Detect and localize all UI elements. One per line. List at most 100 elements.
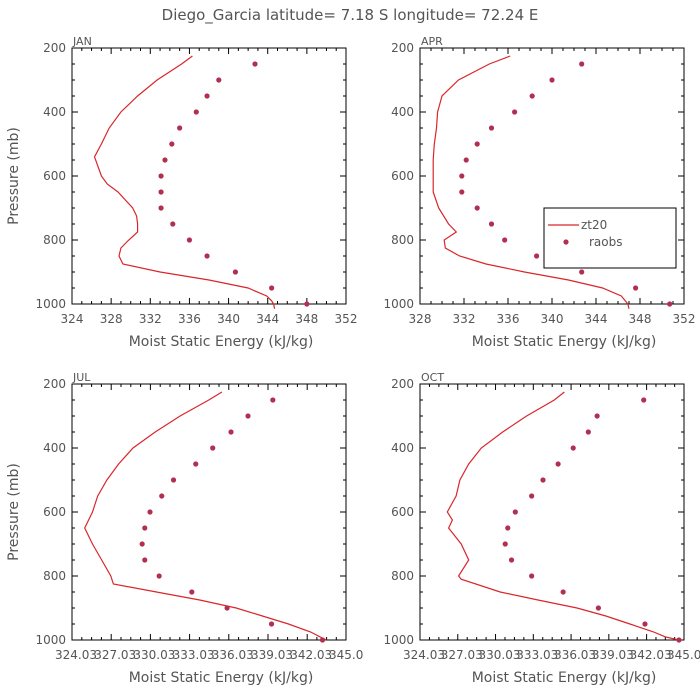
x-tick-label: 330.03 xyxy=(479,648,521,662)
x-tick-label: 345.0 xyxy=(667,648,700,662)
panel-jul: 200 400 600 800 1000324.03327.03330.03333.03… xyxy=(6,371,363,686)
figure-title: Diego_Garcia latitude= 7.18 S longitude=… xyxy=(162,6,539,25)
obs-data-point xyxy=(560,589,566,595)
obs-data-point xyxy=(508,557,515,563)
obs-data-point xyxy=(158,173,164,179)
obs-data-point xyxy=(170,221,176,227)
obs-data-point xyxy=(555,461,561,467)
x-tick-label: 336.03 xyxy=(212,648,254,662)
x-tick-label: 345.0 xyxy=(329,648,363,662)
obs-data-point xyxy=(488,125,495,131)
y-tick-label: 400 xyxy=(391,105,414,119)
obs-data-point xyxy=(633,285,639,291)
obs-data-point xyxy=(529,573,535,579)
y-tick-label: 400 xyxy=(43,441,66,455)
obs-data-point xyxy=(193,461,199,467)
obs-data-point xyxy=(304,301,310,307)
x-tick-label: 340 xyxy=(541,312,564,326)
model-profile-line xyxy=(84,391,327,641)
y-tick-label: 800 xyxy=(391,569,414,583)
y-tick-label: 200 xyxy=(43,41,66,55)
y-tick-label: 600 xyxy=(391,169,414,183)
obs-data-point xyxy=(505,525,511,531)
obs-data-point xyxy=(511,109,518,115)
obs-data-point xyxy=(169,141,175,147)
obs-data-point xyxy=(159,493,165,499)
x-tick-label: 328 xyxy=(100,312,123,326)
y-tick-label: 1000 xyxy=(383,297,414,311)
y-tick-label: 1000 xyxy=(35,297,66,311)
obs-data-point xyxy=(579,61,585,67)
obs-data-point xyxy=(579,269,585,275)
panel-oct: 200 400 600 800 1000324.03327.03330.03333.03… xyxy=(383,371,700,686)
obs-data-point xyxy=(474,141,480,147)
model-profile-line xyxy=(93,55,276,309)
x-axis-label: Moist Static Energy (kJ/kg) xyxy=(129,670,314,686)
x-tick-label: 339.03 xyxy=(592,648,634,662)
x-tick-label: 340 xyxy=(217,312,240,326)
x-tick-label: 327.03 xyxy=(441,648,483,662)
x-tick-label: 327.03 xyxy=(94,648,136,662)
x-tick-label: 324.03 xyxy=(55,648,97,662)
legend-obs-swatch xyxy=(563,239,569,245)
obs-data-point xyxy=(268,621,275,627)
obs-data-point xyxy=(463,157,469,163)
obs-data-point xyxy=(193,109,199,115)
panel-label: OCT xyxy=(421,371,444,384)
x-tick-label: 339.03 xyxy=(251,648,293,662)
y-tick-label: 600 xyxy=(391,505,414,519)
obs-data-point xyxy=(177,125,183,131)
obs-data-point xyxy=(139,541,145,547)
obs-data-point xyxy=(204,253,210,259)
y-axis-label: Pressure (mb) xyxy=(6,127,22,225)
obs-data-point xyxy=(549,77,555,83)
obs-data-point xyxy=(512,509,518,515)
obs-data-point xyxy=(529,493,535,499)
obs-data-point xyxy=(474,205,480,211)
x-axis-label: Moist Static Energy (kJ/kg) xyxy=(472,334,657,350)
obs-data-point xyxy=(502,541,508,547)
y-tick-label: 600 xyxy=(43,505,66,519)
obs-data-point xyxy=(147,509,153,515)
obs-data-point xyxy=(158,205,164,211)
obs-data-point xyxy=(534,253,540,259)
legend-model-label: zt20 xyxy=(581,218,607,232)
x-tick-label: 352 xyxy=(673,312,696,326)
panel-label: JAN xyxy=(72,35,92,48)
obs-data-point xyxy=(245,413,251,419)
obs-data-point xyxy=(676,637,682,643)
y-tick-label: 1000 xyxy=(35,633,66,647)
obs-data-point xyxy=(585,429,591,435)
x-tick-label: 344 xyxy=(256,312,279,326)
x-tick-label: 336 xyxy=(497,312,520,326)
y-tick-label: 200 xyxy=(391,377,414,391)
obs-data-point xyxy=(210,445,216,451)
obs-data-point xyxy=(642,621,648,627)
x-tick-label: 328 xyxy=(409,312,432,326)
obs-data-point xyxy=(158,189,164,195)
obs-data-point xyxy=(459,189,465,195)
obs-data-point xyxy=(529,93,535,99)
x-tick-label: 333.03 xyxy=(173,648,215,662)
y-tick-label: 800 xyxy=(391,233,414,247)
obs-data-point xyxy=(216,77,222,83)
obs-data-point xyxy=(156,573,162,579)
obs-data-point xyxy=(170,477,177,483)
y-tick-label: 1000 xyxy=(383,633,414,647)
model-profile-line xyxy=(432,55,630,309)
legend-obs-label: raobs xyxy=(589,235,623,249)
panel-label: JUL xyxy=(72,371,91,384)
x-tick-label: 342.03 xyxy=(290,648,332,662)
x-tick-label: 336.03 xyxy=(554,648,596,662)
obs-data-point xyxy=(142,525,148,531)
obs-data-point xyxy=(142,557,148,563)
obs-data-point xyxy=(269,285,275,291)
obs-data-point xyxy=(189,589,195,595)
x-tick-label: 332 xyxy=(453,312,476,326)
y-tick-label: 800 xyxy=(43,569,66,583)
x-axis-label: Moist Static Energy (kJ/kg) xyxy=(472,670,657,686)
